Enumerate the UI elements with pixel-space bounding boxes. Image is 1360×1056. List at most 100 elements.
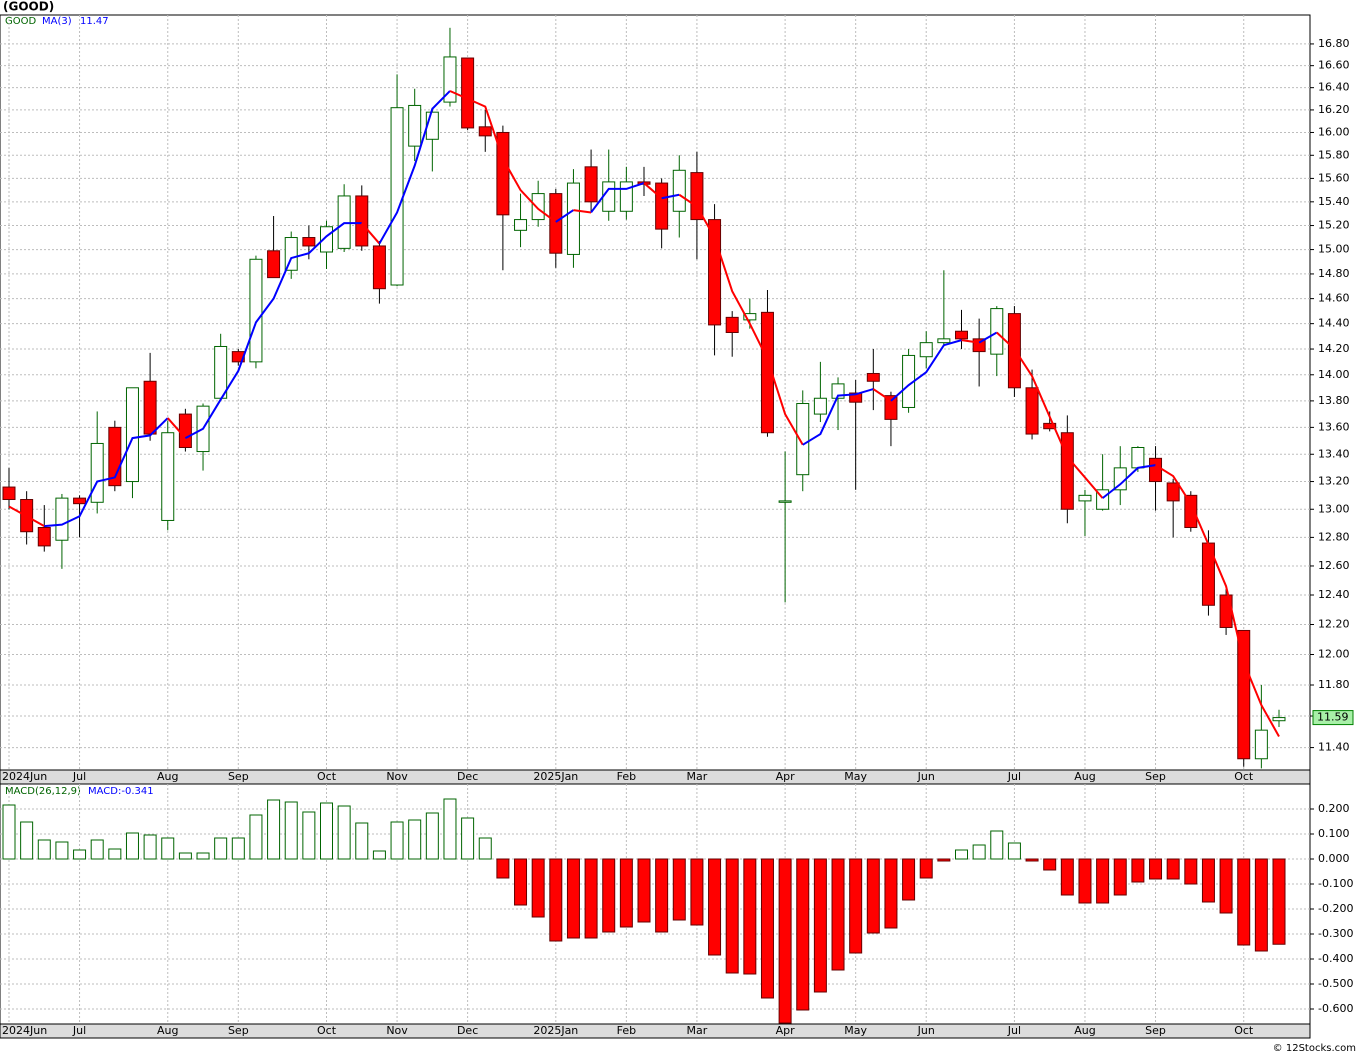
y-tick-label: 16.40 <box>1318 81 1350 94</box>
candle-body <box>302 237 316 247</box>
x-tick-label: Sep <box>1145 1024 1166 1037</box>
candle-body <box>655 182 669 230</box>
y-tick-label: 14.40 <box>1318 317 1350 330</box>
x-tick-label: Jul <box>72 1024 86 1037</box>
macd-bar <box>637 858 651 923</box>
macd-bar <box>408 819 422 860</box>
y-tick-label: -0.500 <box>1318 977 1353 990</box>
macd-bar <box>937 858 951 862</box>
candle-body <box>1237 629 1251 760</box>
x-tick-label: Jul <box>1007 1024 1021 1037</box>
candle-body <box>584 166 598 203</box>
y-tick-label: -0.400 <box>1318 952 1353 965</box>
y-tick-label: 16.00 <box>1318 125 1350 138</box>
ma-line <box>802 388 874 446</box>
candle-body <box>73 497 87 505</box>
macd-bar <box>90 839 104 860</box>
y-tick-label: 14.00 <box>1318 368 1350 381</box>
macd-bar <box>919 858 933 879</box>
candle-body <box>478 126 492 137</box>
macd-panel <box>0 783 1311 1025</box>
candle-body <box>690 172 704 221</box>
y-tick-label: 12.00 <box>1318 647 1350 660</box>
macd-bar <box>514 858 528 906</box>
candle-body <box>1272 717 1286 722</box>
candle-body <box>1025 387 1039 435</box>
candle-body <box>760 311 774 434</box>
candle-body <box>937 338 951 344</box>
macd-bar <box>1184 858 1198 885</box>
macd-bar <box>161 837 175 860</box>
y-tick-label: 16.20 <box>1318 103 1350 116</box>
candle-body <box>37 526 51 547</box>
y-tick-label: -0.300 <box>1318 927 1353 940</box>
ma-line <box>961 339 980 344</box>
macd-bar <box>108 848 122 860</box>
x-tick-label: Oct <box>1234 770 1254 783</box>
x-tick-label: May <box>844 1024 867 1037</box>
macd-bar <box>125 832 139 860</box>
y-tick-label: 15.00 <box>1318 243 1350 256</box>
x-tick-label: 2024Jun <box>2 1024 47 1037</box>
ma-line <box>996 331 1104 499</box>
x-tick-label: 2025Jan <box>533 1024 578 1037</box>
y-tick-label: 13.00 <box>1318 502 1350 515</box>
candle-body <box>955 330 968 340</box>
x-tick-label: Jun <box>917 1024 935 1037</box>
macd-bar <box>1007 842 1021 860</box>
x-tick-label: Sep <box>228 770 249 783</box>
y-tick-label: 14.20 <box>1318 342 1350 355</box>
macd-bar <box>566 858 580 939</box>
y-tick-label: 13.40 <box>1318 447 1350 460</box>
x-tick-label: Jul <box>1007 770 1021 783</box>
x-tick-label: Sep <box>228 1024 249 1037</box>
ma-line <box>555 209 575 223</box>
macd-bar <box>725 858 739 974</box>
x-tick-label: Oct <box>317 770 337 783</box>
candle-body <box>390 107 404 286</box>
y-tick-label: -0.200 <box>1318 902 1353 915</box>
last-price-label: 11.59 <box>1317 711 1349 724</box>
y-tick-label: 0.100 <box>1318 827 1350 840</box>
candle-body <box>249 258 263 363</box>
x-tick-label: Mar <box>687 1024 708 1037</box>
macd-bar <box>849 858 863 954</box>
x-tick-label: Dec <box>457 770 478 783</box>
macd-bar <box>284 801 298 860</box>
candle-body <box>708 219 722 326</box>
macd-bar <box>813 858 827 993</box>
macd-bar <box>1149 858 1163 880</box>
macd-bar <box>690 858 704 926</box>
macd-bar <box>2 804 16 860</box>
ma-line <box>643 182 663 200</box>
footer: © 12Stocks.com <box>1273 1043 1356 1054</box>
x-tick-label: Feb <box>617 770 636 783</box>
candle-body <box>743 313 757 321</box>
y-tick-label: 12.40 <box>1318 588 1350 601</box>
x-tick-label: Feb <box>617 1024 636 1037</box>
macd-bar <box>20 821 34 860</box>
macd-bar <box>831 858 845 971</box>
macd-bar <box>390 821 404 860</box>
candle-body <box>778 500 792 503</box>
macd-bar <box>1078 858 1092 904</box>
candle-body <box>813 397 827 415</box>
ma-line <box>661 193 680 200</box>
candle-body <box>1254 729 1268 760</box>
x-tick-label: Jun <box>917 770 935 783</box>
candle-body <box>161 432 175 521</box>
macd-bar <box>743 858 757 975</box>
x-tick-label: Aug <box>1074 770 1095 783</box>
candle-body <box>496 131 510 216</box>
ma-line <box>166 417 187 439</box>
legend-macd-value: MACD:-0.341 <box>88 786 154 797</box>
y-tick-label: -0.100 <box>1318 877 1353 890</box>
candle-body <box>267 250 281 279</box>
macd-bar <box>1025 858 1039 862</box>
x-tick-label: Aug <box>157 770 178 783</box>
ma-line <box>449 90 557 223</box>
legend-ma: MA(3) <box>42 16 72 27</box>
macd-bar <box>884 858 898 929</box>
macd-bar <box>584 858 598 939</box>
